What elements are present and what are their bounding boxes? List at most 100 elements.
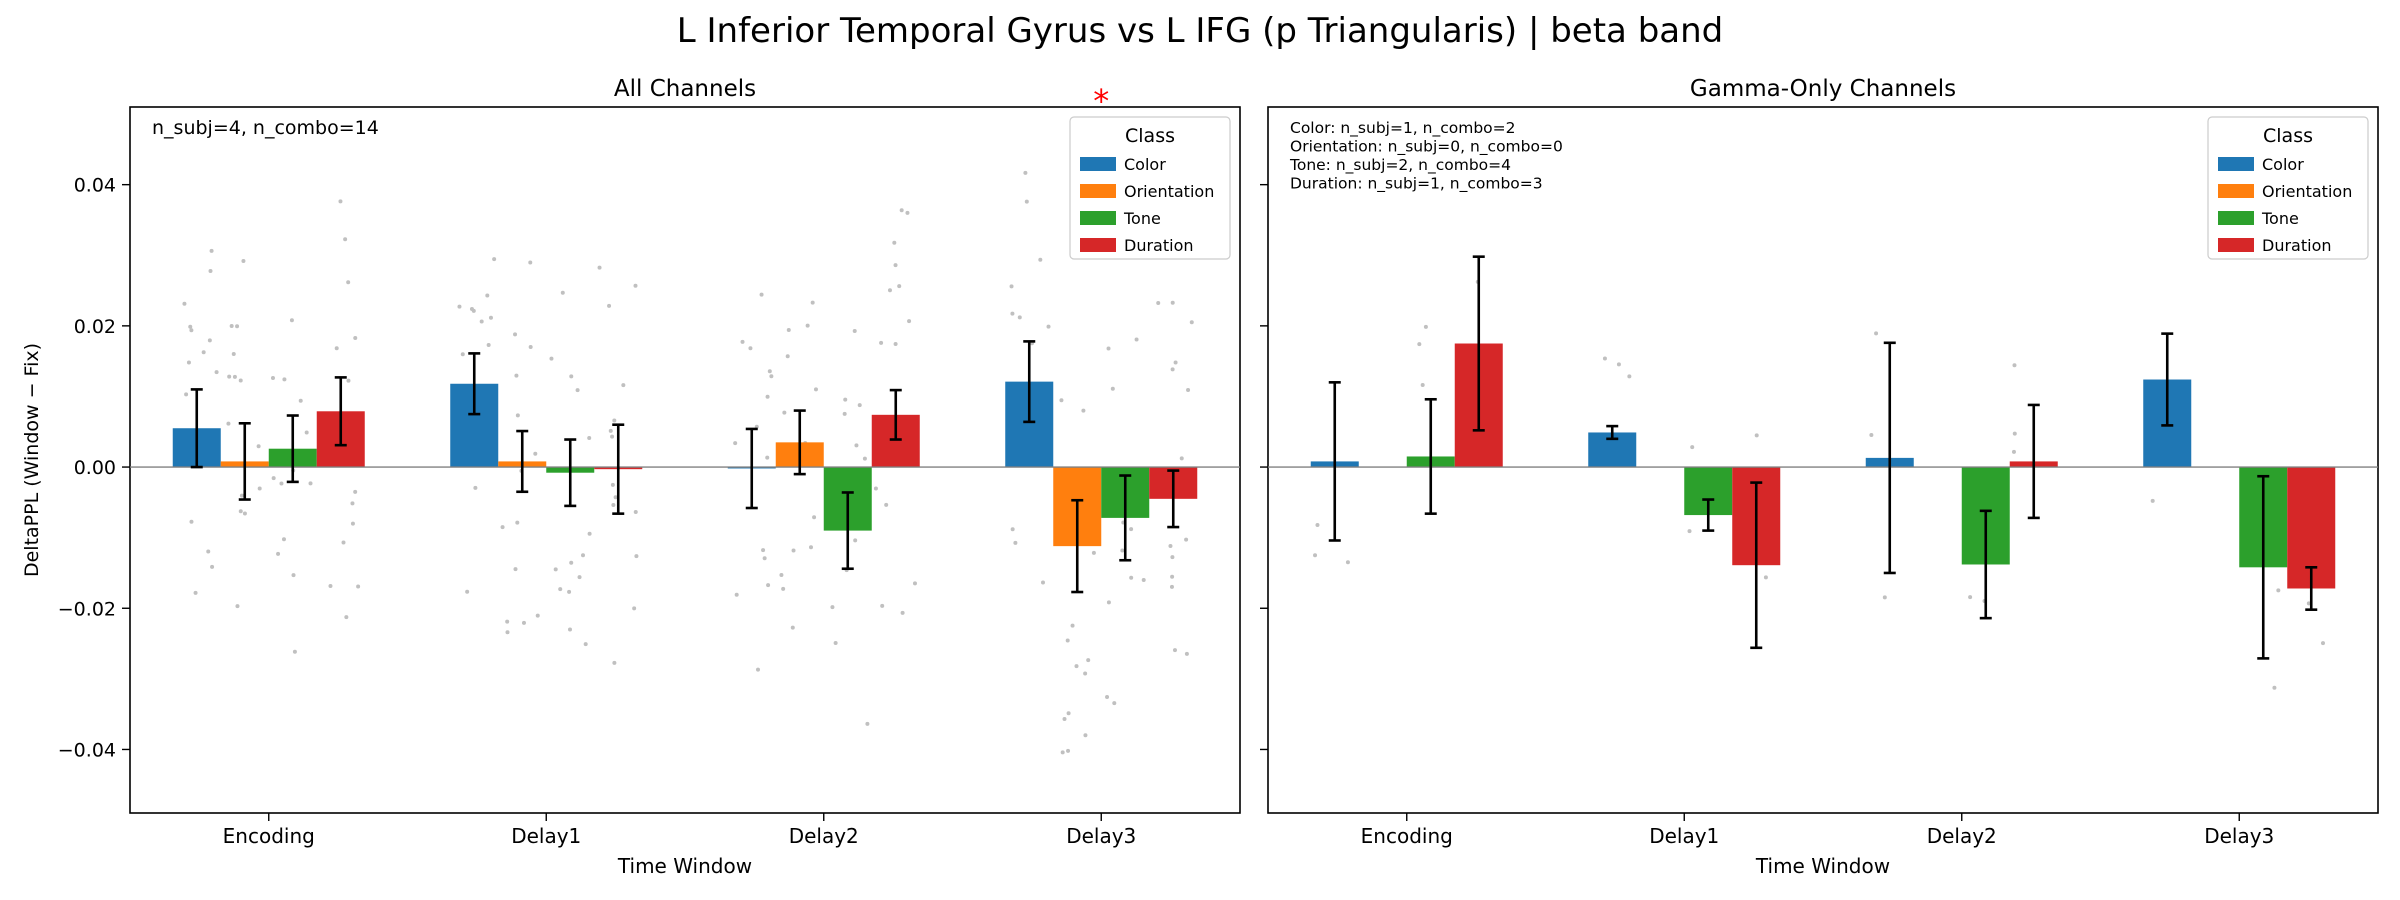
significance-star: * [1093,82,1109,120]
scatter-point [479,319,484,324]
scatter-point [281,537,286,542]
scatter-point [842,411,847,416]
scatter-point [1345,560,1350,565]
scatter-point [353,489,358,494]
scatter-point [765,455,770,460]
scatter-point [1106,600,1111,605]
scatter-point [469,307,474,312]
scatter-point [762,556,767,561]
scatter-point [608,428,613,433]
panel-annotation-line: Orientation: n_subj=0, n_combo=0 [1290,138,1563,157]
scatter-point [1017,315,1022,320]
scatter-point [238,509,243,514]
scatter-point [862,456,867,461]
scatter-point [575,388,580,393]
scatter-point [201,350,206,355]
scatter-point [241,259,246,264]
scatter-point [235,604,240,609]
scatter-point [549,356,554,361]
panel-gamma-only-channels: Gamma-Only Channels Encoding Delay1 Delay2 D… [1260,76,2379,878]
scatter-point [500,525,505,530]
scatter-point [1059,398,1064,403]
scatter-point [270,376,275,381]
legend-label-color: Color [2262,155,2304,174]
scatter-point [1105,694,1110,699]
scatter-point [583,642,588,647]
legend-swatch-color [1080,157,1116,171]
scatter-point [2320,641,2325,646]
scatter-point [781,586,786,591]
scatter-point [1060,750,1065,755]
scatter-point [1091,550,1096,555]
scatter-point [1869,433,1874,438]
scatter-point [1046,324,1051,329]
legend-swatch-tone [2218,211,2254,225]
x-tick-label: Delay1 [1649,824,1719,848]
scatter-point [457,304,462,309]
x-tick-label: Encoding [1361,824,1453,848]
scatter-point [271,476,276,481]
scatter-point [350,501,355,506]
scatter-point [505,619,510,624]
scatter-point [853,538,858,543]
panel-title: All Channels [614,76,756,102]
scatter-point [843,397,848,402]
scatter-point [769,374,774,379]
scatter-point [1040,580,1045,585]
scatter-point [186,360,191,365]
scatter-point [1066,711,1071,716]
legend-label-orientation: Orientation [1124,182,1214,201]
scatter-point [232,374,237,379]
scatter-point [513,567,518,572]
scatter-point [1315,522,1320,527]
scatter-point [833,641,838,646]
scatter-point [612,660,617,665]
scatter-point [621,383,626,388]
scatter-point [460,352,465,357]
scatter-point [905,210,910,215]
scatter-point [1141,577,1146,582]
scatter-point [341,540,346,545]
scatter-point [485,293,490,298]
scatter-point [207,338,212,343]
scatter-point [350,521,355,526]
panel-annotation-line: Color: n_subj=1, n_combo=2 [1290,119,1516,138]
scatter-point [231,352,236,357]
scatter-point [488,315,493,320]
scatter-point [1066,748,1071,753]
scatter-point [740,339,745,344]
legend-label-duration: Duration [1124,236,1194,255]
scatter-point [808,545,813,550]
scatter-point [607,303,612,308]
scatter-point [528,345,533,350]
scatter-point [1110,386,1115,391]
scatter-point [2012,431,2017,436]
scatter-point [782,410,787,415]
scatter-point [1170,300,1175,305]
scatter-point [338,199,343,204]
scatter-point [1038,257,1043,262]
scatter-point [569,374,574,379]
legend-swatch-duration [1080,238,1116,252]
scatter-point [229,323,234,328]
scatter-point [2276,588,2281,593]
scatter-point [1313,553,1318,558]
scatter-point [513,332,518,337]
scatter-point [521,620,526,625]
scatter-point [786,328,791,333]
scatter-point [887,288,892,293]
scatter-point [214,370,219,375]
scatter-point [1134,337,1139,342]
scatter-point [812,515,817,520]
scatter-point [514,373,519,378]
scatter-point [1170,555,1175,560]
scatter-point [1423,324,1428,329]
scatter-point [893,263,898,268]
legend-label-tone: Tone [1123,209,1161,228]
scatter-point [1186,388,1191,393]
scatter-point [226,421,231,426]
scatter-point [193,590,198,595]
scatter-point [304,430,309,435]
scatter-point [748,346,753,351]
x-tick-label: Delay2 [1927,824,1997,848]
